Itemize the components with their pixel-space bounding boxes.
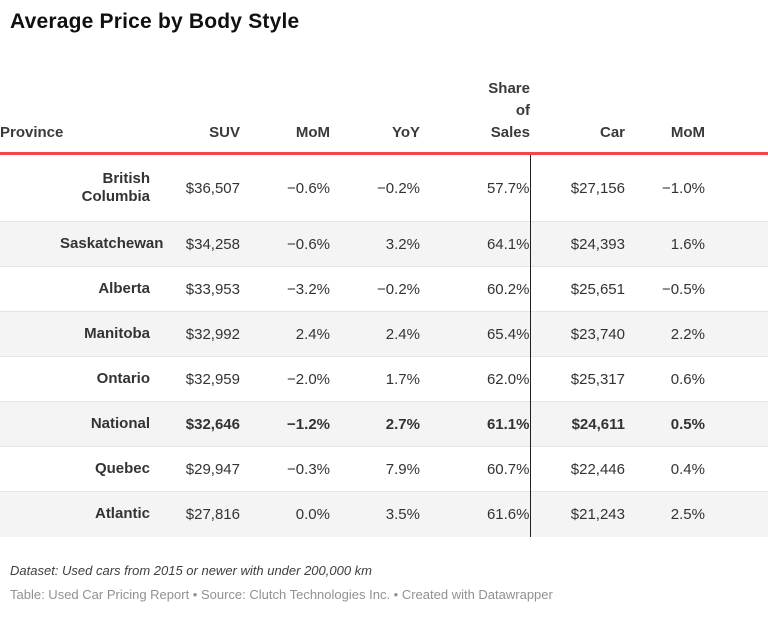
- table-row-british-columbia: British Columbia $36,507 −0.6% −0.2% 57.…: [0, 153, 768, 222]
- cell-car-mom: 1.6%: [625, 221, 705, 267]
- table-row-national: National $32,646 −1.2% 2.7% 61.1% $24,61…: [0, 401, 768, 447]
- cell-share-of-sales: 61.1%: [420, 401, 530, 447]
- cell-suv-mom: −1.2%: [240, 401, 330, 447]
- cell-car-yoy-clipped: 5.: [705, 401, 768, 447]
- column-header-suv: SUV: [150, 78, 240, 156]
- cell-province: National: [0, 401, 150, 447]
- cell-suv-yoy: 3.2%: [330, 221, 420, 267]
- cell-suv-mom: −0.6%: [287, 179, 330, 197]
- cell-suv-price: $29,947: [150, 446, 240, 492]
- column-header-suv-mom: MoM: [240, 78, 330, 156]
- cell-province: Saskatchewan: [0, 221, 163, 267]
- table-row-quebec: Quebec $29,947 −0.3% 7.9% 60.7% $22,446 …: [0, 446, 768, 492]
- cell-province: Quebec: [0, 446, 150, 492]
- column-header-car: Car: [530, 78, 625, 156]
- cell-province: Manitoba: [0, 311, 150, 357]
- cell-car-mom: 0.6%: [625, 356, 705, 402]
- cell-suv-mom: −3.2%: [240, 266, 330, 312]
- cell-car-price: $24,393: [529, 221, 625, 267]
- cell-car-mom: 2.5%: [625, 491, 705, 537]
- cell-car-yoy-clipped: 5.: [705, 266, 768, 312]
- cell-suv-price: $33,953: [150, 266, 240, 312]
- cell-car-price: $24,611: [529, 401, 625, 447]
- cell-share-of-sales: 65.4%: [420, 311, 530, 357]
- cell-car-mom: −0.5%: [625, 266, 705, 312]
- cell-province: British Columbia: [81, 169, 150, 206]
- cell-car-mom: −1.0%: [662, 179, 705, 197]
- cell-suv-mom: −0.3%: [240, 446, 330, 492]
- header-row: Province SUV MoM YoY Share of Sales Car …: [0, 78, 768, 156]
- cell-suv-yoy: 3.5%: [330, 491, 420, 537]
- cell-province: Atlantic: [0, 491, 150, 537]
- cell-suv-yoy: 2.4%: [330, 311, 420, 357]
- cell-suv-yoy: 7.9%: [330, 446, 420, 492]
- table-row-atlantic: Atlantic $27,816 0.0% 3.5% 61.6% $21,243…: [0, 491, 768, 537]
- cell-share-of-sales: 57.7%: [486, 179, 530, 197]
- cell-car-yoy-clipped: 9.: [705, 446, 768, 492]
- cell-share-of-sales: 60.7%: [420, 446, 530, 492]
- cell-car-yoy-clipped: 4.: [705, 356, 768, 402]
- column-header-province: Province: [0, 78, 150, 156]
- cell-car-price: $25,651: [529, 266, 625, 312]
- cell-suv-price: $32,992: [150, 311, 240, 357]
- cell-share-of-sales: 60.2%: [420, 266, 530, 312]
- table-row-saskatchewan: Saskatchewan $34,258 −0.6% 3.2% 64.1% $2…: [0, 221, 768, 267]
- page-title: Average Price by Body Style: [10, 10, 300, 33]
- table-viewport: Province SUV MoM YoY Share of Sales Car …: [0, 78, 768, 537]
- cell-suv-yoy: −0.2%: [377, 179, 420, 197]
- column-header-car-mom: MoM: [625, 78, 705, 156]
- cell-suv-price: $32,959: [150, 356, 240, 402]
- column-header-suv-yoy: YoY: [330, 78, 420, 156]
- column-header-share-of-sales: Share of Sales: [420, 78, 530, 156]
- cell-province: Alberta: [0, 266, 150, 312]
- cell-car-yoy-clipped: 3.: [705, 491, 768, 537]
- cell-car-mom: 2.2%: [625, 311, 705, 357]
- cell-suv-yoy: 2.7%: [330, 401, 420, 447]
- cell-suv-price: $34,258: [150, 221, 240, 267]
- cell-share-of-sales: 64.1%: [420, 221, 530, 267]
- cell-share-of-sales: 61.6%: [420, 491, 530, 537]
- cell-car-price: $25,317: [529, 356, 625, 402]
- cell-car-yoy-clipped: −0.: [705, 311, 768, 357]
- cell-car-yoy-clipped: −0.: [705, 154, 768, 222]
- cell-car-yoy-clipped: 1.: [705, 221, 768, 267]
- table-row-ontario: Ontario $32,959 −2.0% 1.7% 62.0% $25,317…: [0, 356, 768, 402]
- cell-car-price: $27,156: [529, 153, 625, 222]
- table-footer: Dataset: Used cars from 2015 or newer wi…: [10, 563, 768, 602]
- cell-car-mom: 0.4%: [625, 446, 705, 492]
- cell-car-price: $21,243: [529, 491, 625, 537]
- cell-suv-mom: 0.0%: [240, 491, 330, 537]
- table-row-alberta: Alberta $33,953 −3.2% −0.2% 60.2% $25,65…: [0, 266, 768, 312]
- attribution-line: Table: Used Car Pricing Report • Source:…: [10, 586, 553, 602]
- cell-suv-price: $32,646: [150, 401, 240, 447]
- cell-suv-yoy: 1.7%: [330, 356, 420, 402]
- cell-suv-mom: −2.0%: [240, 356, 330, 402]
- pricing-table: Province SUV MoM YoY Share of Sales Car …: [0, 78, 768, 537]
- cell-suv-yoy: −0.2%: [330, 266, 420, 312]
- cell-suv-price: $27,816: [150, 491, 240, 537]
- cell-suv-mom: −0.6%: [240, 221, 330, 267]
- cell-car-price: $22,446: [529, 446, 625, 492]
- cell-suv-price: $36,507: [185, 179, 240, 197]
- dataset-note: Dataset: Used cars from 2015 or newer wi…: [10, 562, 373, 578]
- cell-car-mom: 0.5%: [625, 401, 705, 447]
- cell-suv-mom: 2.4%: [240, 311, 330, 357]
- cell-share-of-sales: 62.0%: [420, 356, 530, 402]
- column-header-car-yoy-clipped: Y: [705, 78, 768, 156]
- cell-car-price: $23,740: [529, 311, 625, 357]
- table-row-manitoba: Manitoba $32,992 2.4% 2.4% 65.4% $23,740…: [0, 311, 768, 357]
- cell-province: Ontario: [0, 356, 150, 402]
